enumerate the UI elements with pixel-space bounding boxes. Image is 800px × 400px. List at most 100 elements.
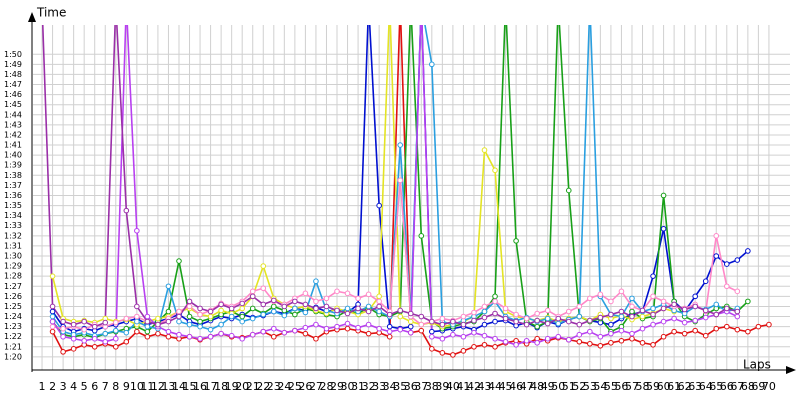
lap-marker (618, 313, 625, 320)
lap-marker (376, 293, 382, 300)
lap-marker (49, 318, 56, 325)
lap-marker (376, 303, 382, 310)
lap-marker (102, 330, 109, 337)
y-tick-label: 1:25 (4, 302, 22, 311)
x-tick-label: 2 (49, 380, 56, 393)
lap-marker (692, 303, 698, 310)
lap-marker (492, 335, 498, 342)
lap-marker (429, 61, 435, 68)
lap-marker (313, 321, 319, 328)
lap-marker (292, 311, 298, 318)
x-tick-label: 27 (309, 380, 323, 393)
x-tick-label: 67 (730, 380, 744, 393)
x-tick-label: 26 (298, 380, 312, 393)
lap-marker (49, 273, 56, 279)
lap-marker (597, 342, 604, 349)
x-tick-label: 57 (625, 380, 639, 393)
lap-marker (481, 314, 488, 321)
lap-marker (134, 303, 140, 310)
lap-marker (344, 320, 351, 327)
lap-marker (165, 328, 172, 335)
lap-marker (365, 303, 372, 310)
lap-marker (481, 332, 488, 339)
lap-marker (692, 327, 698, 334)
x-tick-label: 24 (277, 380, 291, 393)
lap-marker (565, 318, 572, 325)
lap-marker (556, 2, 561, 7)
lap-marker (239, 335, 245, 342)
lap-marker (555, 333, 562, 340)
x-tick-label: 70 (762, 380, 776, 393)
y-tick-label: 1:49 (4, 60, 22, 69)
lap-marker (155, 321, 161, 328)
lap-marker (766, 321, 772, 328)
lap-marker (270, 308, 277, 315)
y-tick-label: 1:44 (4, 110, 22, 119)
y-tick-label: 1:31 (4, 241, 22, 250)
lap-marker (134, 313, 140, 320)
lap-marker (91, 335, 98, 342)
y-tick-label: 1:50 (4, 50, 22, 59)
lap-marker (334, 307, 340, 314)
lap-marker (588, 2, 593, 7)
lap-marker (419, 2, 424, 7)
lap-marker (123, 338, 130, 345)
lap-marker (650, 293, 656, 300)
lap-marker (544, 315, 551, 322)
lap-marker (70, 335, 77, 342)
lap-marker (692, 293, 698, 300)
lap-marker (523, 321, 530, 328)
x-tick-label: 68 (741, 380, 755, 393)
lap-marker (439, 315, 446, 322)
lap-marker (650, 311, 656, 318)
lap-marker (239, 313, 245, 320)
lap-marker (407, 310, 414, 317)
y-tick-label: 1:22 (4, 332, 22, 341)
lap-marker (618, 288, 625, 295)
y-tick-label: 1:21 (4, 342, 22, 351)
lap-marker (207, 333, 214, 340)
lap-marker (239, 300, 245, 307)
lap-marker (176, 318, 182, 325)
lap-marker (302, 309, 309, 316)
x-tick-label: 5 (81, 380, 88, 393)
lap-marker (429, 346, 435, 352)
lap-marker (176, 313, 182, 320)
lap-marker (429, 333, 435, 340)
lap-marker (302, 330, 309, 337)
lap-marker (660, 225, 667, 232)
lap-marker (302, 301, 309, 308)
x-tick-label: 14 (172, 380, 186, 393)
x-tick-label: 65 (709, 380, 723, 393)
lap-marker (186, 298, 193, 305)
lap-marker (249, 288, 256, 295)
y-tick-label: 1:47 (4, 80, 22, 89)
lap-marker (270, 325, 277, 332)
x-tick-label: 43 (477, 380, 491, 393)
lap-marker (418, 233, 425, 239)
y-tick-label: 1:46 (4, 90, 22, 99)
lap-marker (355, 324, 361, 331)
lap-marker (702, 314, 709, 321)
lap-marker (344, 325, 351, 332)
lap-marker (81, 318, 87, 325)
lap-marker (492, 310, 498, 317)
lap-marker (618, 327, 625, 334)
lap-marker (713, 325, 720, 332)
lap-marker (565, 187, 572, 194)
lap-marker (281, 312, 288, 319)
lap-marker (608, 298, 614, 305)
lap-marker (123, 315, 130, 322)
lap-marker (376, 298, 382, 305)
lap-marker (734, 313, 741, 320)
x-tick-label: 64 (699, 380, 713, 393)
x-axis-label: Laps (743, 358, 771, 372)
y-tick-label: 1:36 (4, 191, 22, 200)
lap-marker (186, 321, 193, 328)
x-tick-label: 45 (499, 380, 513, 393)
lap-marker (186, 313, 193, 320)
lap-marker (713, 301, 720, 308)
lap-marker (492, 318, 498, 325)
x-axis-arrow (786, 366, 796, 374)
lap-marker (471, 329, 477, 336)
